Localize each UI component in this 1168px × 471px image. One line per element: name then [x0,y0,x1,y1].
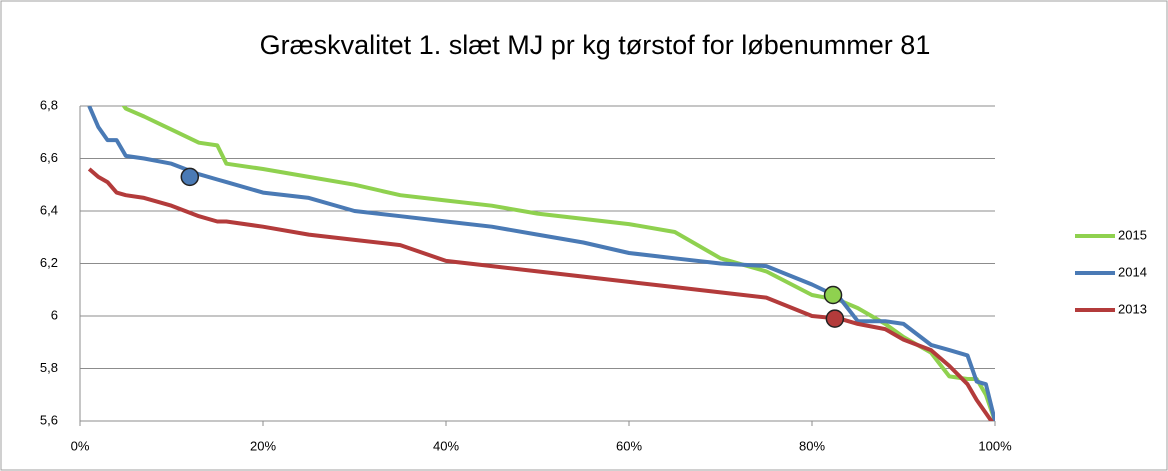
highlight-marker [180,167,200,187]
legend-label: 2015 [1118,227,1147,242]
highlight-marker [825,309,845,328]
x-tick-label: 80% [799,438,825,453]
y-tick-label: 6,2 [40,255,58,270]
y-tick-label: 5,6 [40,412,58,427]
data-line [87,167,994,421]
x-tick-label: 100% [978,438,1012,453]
x-tick-label: 20% [250,438,276,453]
legend-label: 2013 [1118,301,1147,316]
y-tick-label: 5,8 [40,360,58,375]
y-tick-label: 6,4 [40,202,58,217]
data-line [87,106,995,421]
y-tick-label: 6,8 [40,97,58,112]
data-line [121,106,995,421]
y-tick-label: 6,6 [40,150,58,165]
highlight-marker [823,285,843,305]
chart-title: Græskvalitet 1. slæt MJ pr kg tørstof fo… [260,30,931,60]
legend-label: 2014 [1118,264,1147,279]
y-tick-label: 6 [51,307,58,322]
x-tick-label: 40% [433,438,459,453]
x-tick-label: 0% [71,438,90,453]
x-tick-label: 60% [616,438,642,453]
plot-area [87,106,995,421]
